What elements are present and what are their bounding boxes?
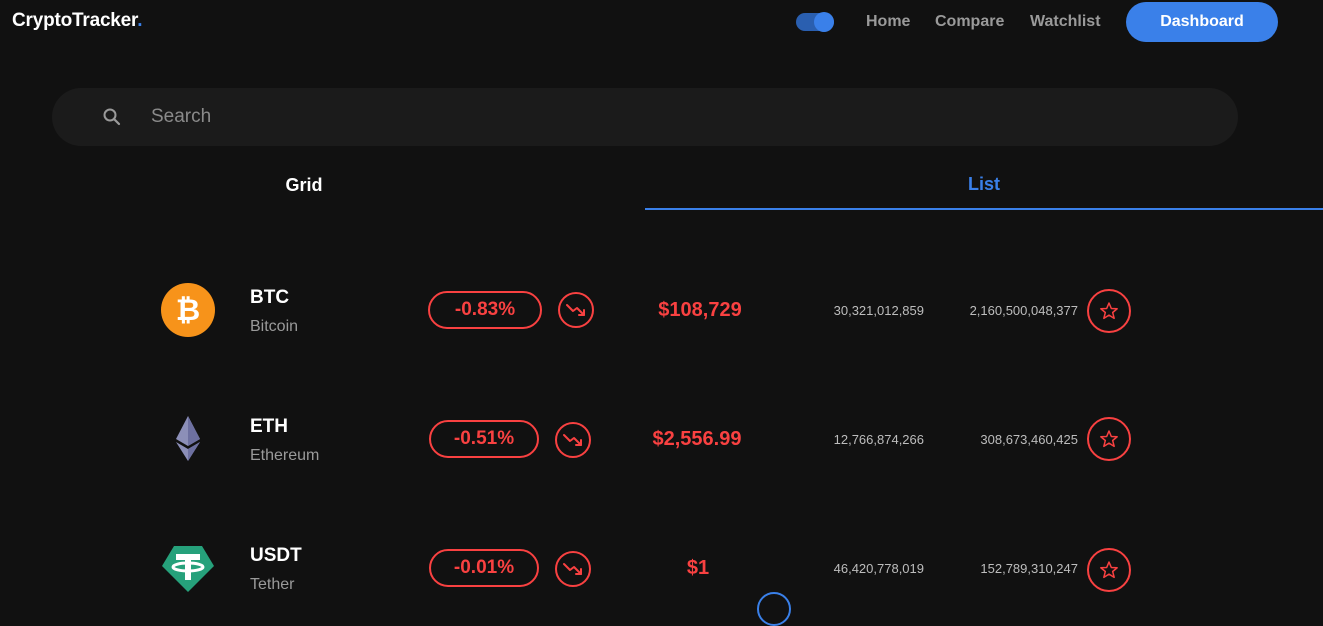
tab-list[interactable]: List (645, 160, 1323, 210)
star-icon[interactable] (1087, 417, 1131, 461)
coin-market-cap: 308,673,460,425 (980, 432, 1078, 447)
ethereum-logo-icon (160, 411, 216, 467)
logo-dot: . (137, 10, 143, 31)
star-icon[interactable] (1087, 548, 1131, 592)
coin-price: $1 (686, 557, 710, 579)
coin-row[interactable]: ₿ BTC Bitcoin -0.83% $108,729 30,321,012… (0, 260, 1323, 360)
coin-symbol: BTC (250, 287, 290, 308)
nav-watchlist-link[interactable]: Watchlist (1030, 13, 1101, 30)
view-tabs: Grid List (0, 160, 1323, 212)
search-input[interactable] (149, 88, 1209, 146)
coin-symbol: USDT (250, 545, 302, 566)
logo-text: CryptoTracker (12, 10, 138, 31)
theme-toggle[interactable] (796, 12, 834, 32)
coin-symbol: ETH (250, 416, 288, 437)
search-bar (52, 88, 1238, 146)
tether-logo-icon (160, 540, 216, 596)
trending-down-icon (558, 292, 594, 328)
coin-market-cap: 2,160,500,048,377 (969, 303, 1078, 318)
svg-text:₿: ₿ (176, 294, 200, 327)
coin-name: Ethereum (250, 447, 320, 464)
trending-down-icon (555, 551, 591, 587)
coin-name: Bitcoin (250, 318, 299, 335)
coin-market-cap: 152,789,310,247 (980, 561, 1078, 576)
trending-down-icon (555, 422, 591, 458)
scroll-to-top-button[interactable] (757, 592, 791, 626)
coin-price: $108,729 (658, 299, 742, 321)
coin-volume: 12,766,874,266 (833, 432, 924, 447)
search-icon (102, 107, 122, 127)
toggle-knob (814, 12, 834, 32)
header: CryptoTracker. Home Compare Watchlist Da… (0, 0, 1323, 44)
dashboard-button[interactable]: Dashboard (1126, 2, 1278, 42)
change-badge: -0.51% (429, 420, 539, 458)
bitcoin-logo-icon: ₿ (160, 282, 216, 338)
nav-home-link[interactable]: Home (866, 13, 911, 30)
nav-compare-link[interactable]: Compare (935, 13, 1005, 30)
change-badge: -0.01% (429, 549, 539, 587)
change-badge: -0.83% (428, 291, 542, 329)
coin-row[interactable]: USDT Tether -0.01% $1 46,420,778,019 152… (0, 518, 1323, 618)
coin-name: Tether (250, 576, 295, 593)
coin-row[interactable]: ETH Ethereum -0.51% $2,556.99 12,766,874… (0, 389, 1323, 489)
star-icon[interactable] (1087, 289, 1131, 333)
logo[interactable]: CryptoTracker. (12, 10, 142, 32)
coin-volume: 30,321,012,859 (833, 303, 924, 318)
coin-price: $2,556.99 (652, 428, 742, 450)
coin-volume: 46,420,778,019 (833, 561, 924, 576)
tab-grid[interactable]: Grid (285, 174, 323, 195)
